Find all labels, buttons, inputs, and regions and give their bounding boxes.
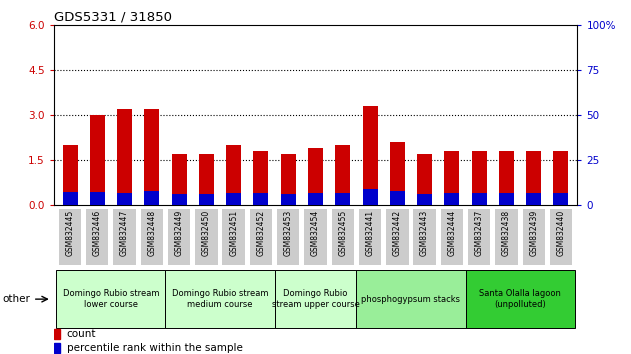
Text: Domingo Rubio stream
medium course: Domingo Rubio stream medium course (172, 289, 268, 309)
FancyBboxPatch shape (250, 210, 272, 265)
Bar (417, 154, 432, 205)
Bar (62, 145, 78, 205)
Bar (308, 148, 323, 205)
Text: Domingo Rubio stream
lower course: Domingo Rubio stream lower course (62, 289, 159, 309)
Bar (90, 115, 105, 205)
FancyBboxPatch shape (332, 210, 354, 265)
Bar (226, 193, 241, 205)
Bar (526, 151, 541, 205)
Text: other: other (2, 294, 30, 304)
Bar (526, 193, 541, 205)
Bar (553, 151, 569, 205)
Text: GSM832439: GSM832439 (529, 210, 538, 256)
Bar (90, 192, 105, 205)
FancyBboxPatch shape (114, 210, 136, 265)
FancyBboxPatch shape (168, 210, 191, 265)
Bar (281, 194, 296, 205)
FancyBboxPatch shape (141, 210, 163, 265)
Text: GSM832437: GSM832437 (475, 210, 484, 256)
FancyBboxPatch shape (495, 210, 517, 265)
Bar (144, 109, 160, 205)
Text: percentile rank within the sample: percentile rank within the sample (67, 343, 243, 353)
Bar (335, 193, 350, 205)
FancyBboxPatch shape (165, 270, 274, 328)
Text: GSM832447: GSM832447 (120, 210, 129, 256)
Bar (199, 194, 214, 205)
FancyBboxPatch shape (195, 210, 218, 265)
FancyBboxPatch shape (223, 210, 245, 265)
Bar (390, 191, 405, 205)
Bar (172, 194, 187, 205)
Text: GSM832448: GSM832448 (147, 210, 156, 256)
FancyBboxPatch shape (56, 270, 165, 328)
Text: GSM832451: GSM832451 (229, 210, 238, 256)
Bar (226, 145, 241, 205)
Text: GSM832443: GSM832443 (420, 210, 429, 256)
Bar (363, 106, 377, 205)
Text: count: count (67, 329, 97, 339)
Bar (254, 151, 268, 205)
Bar (553, 193, 569, 205)
Text: GDS5331 / 31850: GDS5331 / 31850 (54, 11, 172, 24)
Text: GSM832445: GSM832445 (66, 210, 74, 256)
Text: GSM832450: GSM832450 (202, 210, 211, 256)
Text: GSM832453: GSM832453 (284, 210, 293, 256)
Text: GSM832446: GSM832446 (93, 210, 102, 256)
FancyBboxPatch shape (59, 210, 81, 265)
FancyBboxPatch shape (468, 210, 490, 265)
Bar (62, 192, 78, 205)
FancyBboxPatch shape (413, 210, 436, 265)
FancyBboxPatch shape (550, 210, 572, 265)
Bar (172, 154, 187, 205)
FancyBboxPatch shape (359, 210, 381, 265)
Text: GSM832440: GSM832440 (557, 210, 565, 256)
Bar (117, 109, 132, 205)
FancyBboxPatch shape (304, 210, 327, 265)
Bar (117, 193, 132, 205)
FancyBboxPatch shape (86, 210, 109, 265)
Bar (254, 193, 268, 205)
Bar (499, 151, 514, 205)
Bar (335, 145, 350, 205)
Bar (281, 154, 296, 205)
Bar (444, 151, 459, 205)
Bar (417, 194, 432, 205)
Bar (444, 193, 459, 205)
Bar (390, 142, 405, 205)
Text: phosphogypsum stacks: phosphogypsum stacks (362, 295, 461, 304)
Bar (471, 151, 487, 205)
Bar (499, 193, 514, 205)
FancyBboxPatch shape (274, 270, 357, 328)
Text: GSM832444: GSM832444 (447, 210, 456, 256)
FancyBboxPatch shape (466, 270, 575, 328)
Text: GSM832452: GSM832452 (256, 210, 266, 256)
Text: GSM832441: GSM832441 (365, 210, 375, 256)
Text: GSM832454: GSM832454 (311, 210, 320, 256)
Text: GSM832455: GSM832455 (338, 210, 347, 256)
Bar (199, 154, 214, 205)
FancyBboxPatch shape (386, 210, 408, 265)
Bar (308, 193, 323, 205)
Bar (471, 193, 487, 205)
Bar (54, 343, 60, 353)
FancyBboxPatch shape (522, 210, 545, 265)
Text: Santa Olalla lagoon
(unpolluted): Santa Olalla lagoon (unpolluted) (479, 289, 561, 309)
Bar (54, 329, 60, 339)
FancyBboxPatch shape (440, 210, 463, 265)
FancyBboxPatch shape (277, 210, 299, 265)
Text: GSM832442: GSM832442 (393, 210, 402, 256)
Text: Domingo Rubio
stream upper course: Domingo Rubio stream upper course (271, 289, 360, 309)
Text: GSM832438: GSM832438 (502, 210, 511, 256)
Bar (144, 191, 160, 205)
FancyBboxPatch shape (357, 270, 466, 328)
Bar (363, 189, 377, 205)
Text: GSM832449: GSM832449 (175, 210, 184, 256)
